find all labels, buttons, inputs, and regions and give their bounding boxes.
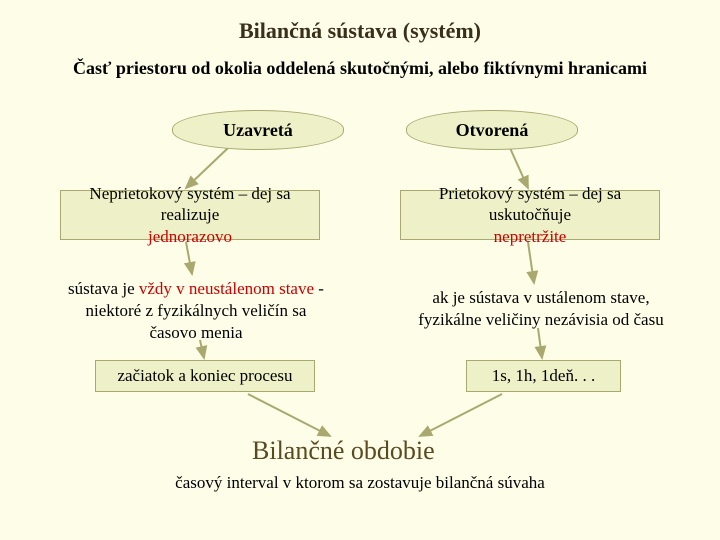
arrow (420, 394, 502, 436)
arrow (186, 148, 228, 188)
text-steady-state: ak je sústava v ustálenom stave,fyzikáln… (396, 287, 686, 331)
box-nonflow-system: Neprietokový systém – dej sarealizuje je… (60, 190, 320, 240)
oval-closed-label: Uzavretá (223, 120, 293, 141)
oval-open: Otvorená (406, 110, 578, 150)
oval-open-label: Otvorená (456, 120, 529, 141)
arrow (248, 394, 330, 436)
page-subtitle: Časť priestoru od okolia oddelená skutoč… (0, 58, 720, 79)
arrow (538, 328, 542, 358)
arrow (528, 242, 534, 283)
box-start-end: začiatok a koniec procesu (95, 360, 315, 392)
balance-period-heading: Bilančné obdobie (252, 436, 435, 466)
footer-text: časový interval v ktorom sa zostavuje bi… (170, 472, 550, 494)
box-short-times: 1s, 1h, 1deň. . . (466, 360, 621, 392)
box-flow-system: Prietokový systém – dej sauskutočňuje ne… (400, 190, 660, 240)
page-root: Bilančná sústava (systém) Časť priestoru… (0, 0, 720, 540)
oval-closed: Uzavretá (172, 110, 344, 150)
arrow (510, 148, 528, 188)
page-title: Bilančná sústava (systém) (0, 18, 720, 44)
text-unsteady-state: sústava je vždy v neustálenom stave - ni… (62, 278, 330, 344)
